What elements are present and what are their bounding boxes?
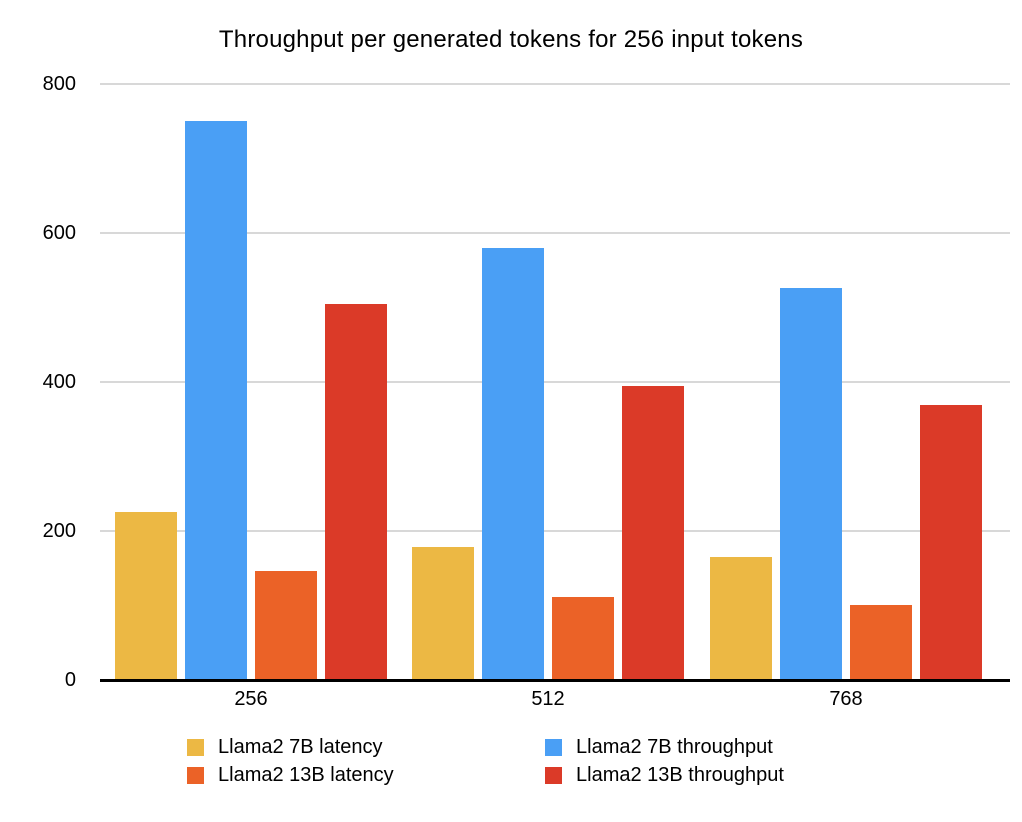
legend-swatch-icon bbox=[545, 738, 562, 756]
bar-llama2-13b-throughput-512 bbox=[622, 386, 684, 680]
bar-llama2-13b-latency-768 bbox=[850, 605, 912, 680]
bar-llama2-13b-throughput-768 bbox=[920, 405, 982, 680]
y-axis-tick-label: 400 bbox=[42, 371, 76, 393]
legend-label: Llama2 13B throughput bbox=[576, 764, 784, 786]
chart-title: Throughput per generated tokens for 256 … bbox=[218, 26, 804, 53]
bar-llama2-13b-throughput-256 bbox=[325, 304, 387, 680]
y-axis-tick-label: 600 bbox=[42, 222, 76, 244]
y-axis-tick-label: 800 bbox=[42, 73, 76, 95]
legend-label: Llama2 7B throughput bbox=[576, 736, 773, 758]
legend-item-llama2-13b-throughput: Llama2 13B throughput bbox=[545, 765, 784, 785]
legend-column-1: Llama2 7B latency Llama2 13B latency bbox=[187, 737, 394, 785]
gridline-y-200 bbox=[100, 530, 1010, 532]
legend-swatch-icon bbox=[545, 766, 562, 784]
legend-swatch-icon bbox=[187, 738, 204, 756]
bar-llama2-13b-latency-512 bbox=[552, 597, 614, 680]
y-axis-tick-label: 200 bbox=[42, 520, 76, 542]
bar-llama2-7b-throughput-768 bbox=[780, 288, 842, 680]
bar-llama2-7b-latency-512 bbox=[412, 547, 474, 680]
legend-swatch-icon bbox=[187, 766, 204, 784]
legend-item-llama2-7b-latency: Llama2 7B latency bbox=[187, 737, 394, 757]
bar-group-512 bbox=[412, 84, 684, 680]
bar-group-256 bbox=[115, 84, 387, 680]
bar-llama2-13b-latency-256 bbox=[255, 571, 317, 680]
legend-label: Llama2 7B latency bbox=[218, 736, 383, 758]
gridline-y-400 bbox=[100, 381, 1010, 383]
bar-llama2-7b-throughput-256 bbox=[185, 121, 247, 680]
bar-llama2-7b-latency-768 bbox=[710, 557, 772, 680]
bar-llama2-7b-throughput-512 bbox=[482, 248, 544, 680]
bar-group-768 bbox=[710, 84, 982, 680]
x-axis-category-label: 512 bbox=[531, 688, 565, 710]
legend-item-llama2-7b-throughput: Llama2 7B throughput bbox=[545, 737, 784, 757]
x-axis-line bbox=[100, 679, 1010, 682]
legend-column-2: Llama2 7B throughput Llama2 13B throughpu… bbox=[545, 737, 784, 785]
bar-llama2-7b-latency-256 bbox=[115, 512, 177, 680]
y-axis-tick-label: 0 bbox=[64, 669, 76, 691]
legend-label: Llama2 13B latency bbox=[218, 764, 394, 786]
legend-item-llama2-13b-latency: Llama2 13B latency bbox=[187, 765, 394, 785]
x-axis-category-label: 768 bbox=[829, 688, 863, 710]
gridline-y-800 bbox=[100, 83, 1010, 85]
x-axis-category-label: 256 bbox=[234, 688, 268, 710]
gridline-y-600 bbox=[100, 232, 1010, 234]
